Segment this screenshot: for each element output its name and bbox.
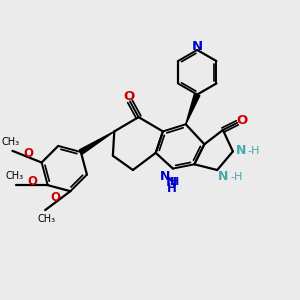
Text: O: O xyxy=(51,191,61,204)
Polygon shape xyxy=(186,94,200,124)
Polygon shape xyxy=(80,131,114,154)
Text: H: H xyxy=(167,182,176,195)
Text: N: N xyxy=(160,170,170,183)
Text: O: O xyxy=(123,90,134,103)
Text: N: N xyxy=(166,176,177,189)
Text: CH₃: CH₃ xyxy=(38,214,56,224)
Text: H: H xyxy=(170,177,179,187)
Text: O: O xyxy=(236,114,248,127)
Text: O: O xyxy=(27,175,37,188)
Text: -H: -H xyxy=(230,172,242,182)
Text: N: N xyxy=(192,40,203,53)
Text: -H: -H xyxy=(247,146,260,156)
Text: O: O xyxy=(23,147,33,160)
Text: N: N xyxy=(236,143,247,157)
Text: CH₃: CH₃ xyxy=(6,171,24,181)
Text: N: N xyxy=(218,170,229,183)
Text: CH₃: CH₃ xyxy=(2,136,20,146)
